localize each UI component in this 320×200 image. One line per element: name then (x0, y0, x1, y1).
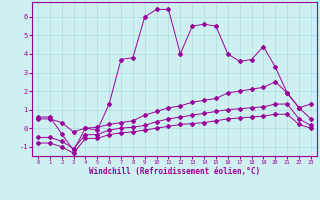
X-axis label: Windchill (Refroidissement éolien,°C): Windchill (Refroidissement éolien,°C) (89, 167, 260, 176)
